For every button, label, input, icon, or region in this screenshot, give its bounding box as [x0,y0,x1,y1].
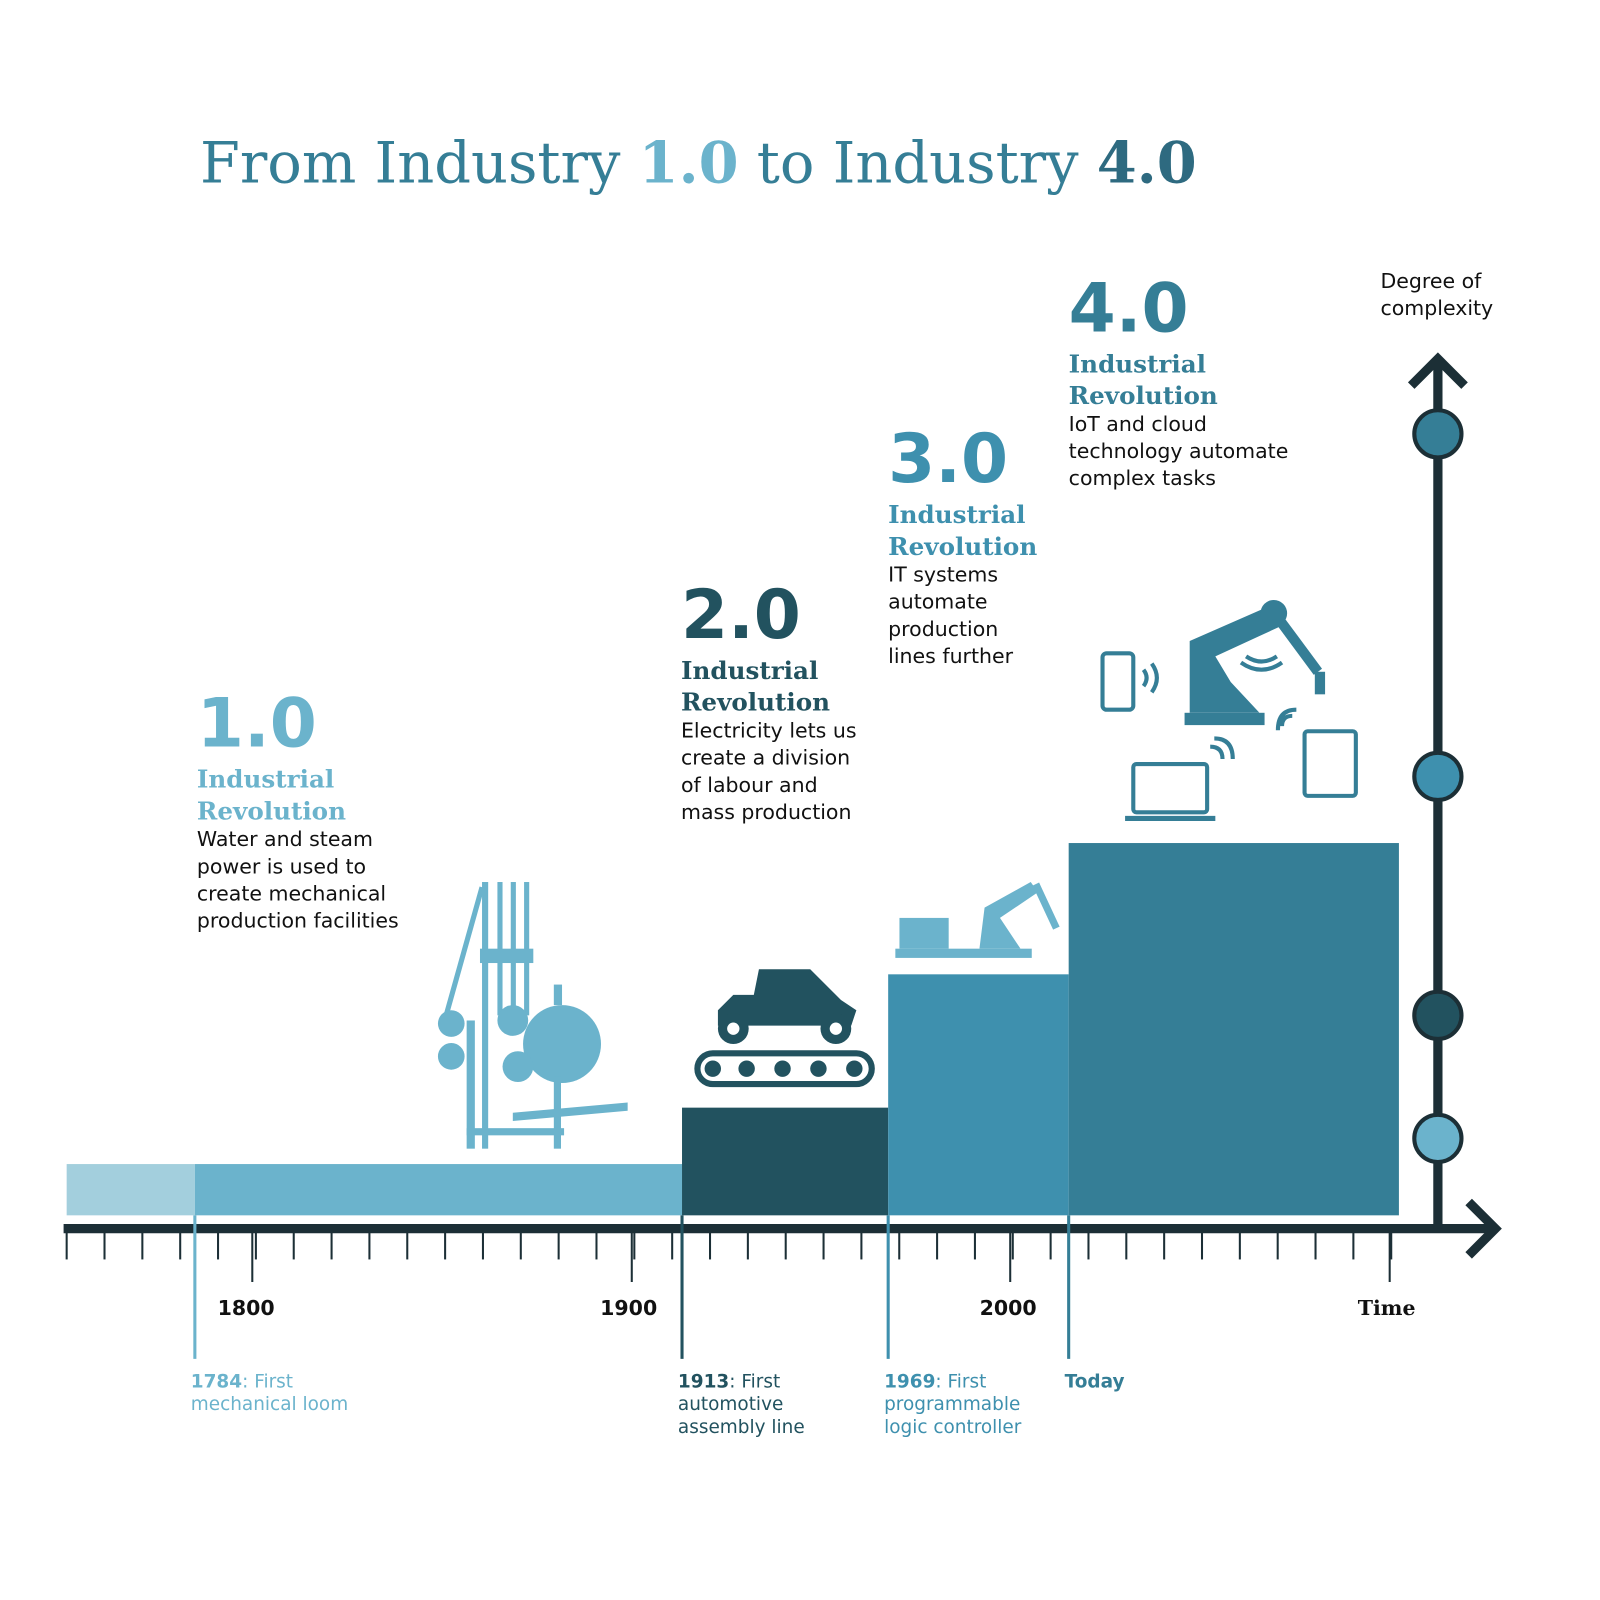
stage-description: Water and steam [197,827,373,851]
y-axis-label: complexity [1380,296,1493,320]
robot-large-icon [1184,599,1326,726]
stage-description: lines further [888,644,1013,668]
stage-description: automate [888,590,987,614]
stage-description: technology automate [1069,439,1289,463]
milestone-line-text: : First [242,1372,293,1393]
title-part: From Industry [200,130,639,197]
stage-number: 4.0 [1069,268,1189,347]
stage-description: Electricity lets us [681,718,857,742]
milestone-line-text: mechanical loom [191,1394,348,1415]
title-part: to Industry [739,130,1097,197]
stage-heading: Industrial [197,765,334,794]
stage-number: 1.0 [197,684,317,763]
stage-heading: Industrial [681,656,818,685]
stage-heading: Industrial [1069,349,1206,378]
y-axis-label: Degree of [1380,269,1482,293]
milestone-text: Today [1065,1372,1125,1393]
bar-4 [1068,843,1399,1216]
x-axis-label: Time [1358,1296,1416,1320]
title-part: 1.0 [639,129,739,197]
stage-heading: Revolution [681,688,830,717]
tick-label: 2000 [980,1296,1037,1320]
stage-description: of labour and [681,773,818,797]
milestone-line-text: : First [729,1372,780,1393]
devices-icon [1100,651,1358,821]
tick-label: 1800 [218,1296,275,1320]
stage-number: 2.0 [681,575,801,654]
level-markers [1412,408,1464,1165]
stage-description: mass production [681,800,852,824]
stage-heading: Revolution [197,796,346,825]
milestone-year: 1969 [884,1372,935,1393]
bar-early [66,1164,195,1216]
milestone-line-text: programmable [884,1394,1020,1415]
milestone-text: 1969: First programmable logic controller [884,1372,1022,1438]
loom-icon [437,882,628,1149]
milestone-year: Today [1065,1372,1125,1393]
stage-heading: Revolution [888,532,1037,561]
title-part: 4.0 [1097,129,1197,197]
milestone-line-text: logic controller [884,1417,1022,1438]
stage-description: power is used to [197,854,366,878]
stage-number: 3.0 [888,419,1008,498]
stage-description: IT systems [888,563,998,587]
robot-small-icon [895,882,1060,958]
milestone-line-text: : First [935,1372,986,1393]
stage-description: production facilities [197,909,399,933]
tick-label: 1900 [600,1296,657,1320]
bar-1 [194,1164,683,1216]
y-arrow [1407,352,1468,389]
stage-heading: Revolution [1069,381,1218,410]
milestone-line-text: automotive [678,1394,783,1415]
x-arrow [1465,1198,1502,1259]
stage-description: production [888,617,998,641]
car-icon [694,969,875,1088]
bar-3 [888,974,1069,1216]
milestone-year: 1913 [678,1372,729,1393]
stage-description: create a division [681,746,850,770]
title: From Industry 1.0 to Industry 4.0 [200,129,1197,197]
stage-description: create mechanical [197,881,386,905]
milestone-text: 1913: First automotive assembly line [678,1372,805,1438]
milestone-text: 1784: First mechanical loom [191,1372,348,1416]
milestone-year: 1784 [191,1372,242,1393]
milestone-line-text: assembly line [678,1417,805,1438]
stage-description: IoT and cloud [1069,412,1207,436]
bar-2 [682,1107,889,1216]
stage-description: complex tasks [1069,466,1216,490]
stage-heading: Industrial [888,500,1025,529]
